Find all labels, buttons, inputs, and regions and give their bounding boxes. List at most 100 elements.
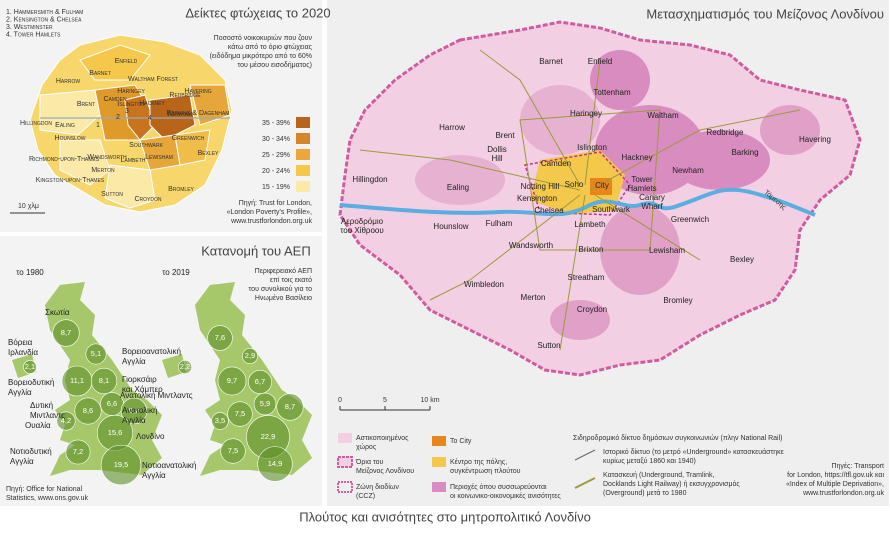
place-label: Southwark — [592, 205, 631, 214]
legend-label: Κέντρο της πόλης, — [450, 458, 507, 466]
london-map — [760, 105, 820, 155]
legend-label: οι κοινωνικο-οικονομικές ανισότητες — [450, 492, 561, 500]
legend-title: Ποσοστό νοικοκυριών που ζουν — [214, 34, 313, 42]
scale-label: 10 χλμ — [18, 203, 39, 210]
gdp-bubble — [23, 360, 37, 374]
place-label: Croydon — [577, 305, 607, 314]
london-map — [339, 187, 816, 217]
poverty-map — [10, 34, 233, 214]
key-item: 2. Kensington & Chelsea — [6, 16, 82, 23]
gdp-bubble — [217, 366, 247, 396]
place-label: Camden — [541, 159, 571, 168]
legend-label: Ιστορικό δίκτυο (το μετρό «Underground» … — [603, 448, 784, 456]
place-label: Newham — [672, 166, 704, 175]
gdp-bubble — [65, 439, 91, 465]
legend-label: συγκέντρωση πλούτου — [450, 467, 521, 475]
london-map — [590, 50, 650, 110]
region-label: Βορειοδυτική — [8, 378, 54, 387]
legend-label: Αστικοποιημένος — [356, 434, 409, 442]
borough-number: 4 — [148, 115, 152, 122]
source: «Index of Multiple Deprivation», — [786, 481, 884, 488]
london-map — [590, 178, 612, 195]
place-label: Brent — [495, 131, 515, 140]
poverty-map — [39, 89, 101, 136]
borough-number: 3 — [125, 108, 129, 115]
borough-label: Hillingdon — [20, 120, 52, 127]
shape — [519, 109, 661, 251]
region-label: Ιρλανδία — [8, 348, 38, 357]
legend-label: Μείζονος Λονδίνου — [356, 467, 414, 475]
scale-label: 5 — [383, 397, 387, 404]
shape — [559, 194, 586, 351]
borough-label: Bexley — [198, 150, 219, 157]
borough-label: Lewisham — [145, 154, 173, 161]
legend-swatches — [337, 481, 353, 493]
place-label: Streatham — [568, 273, 605, 282]
borough-label: Islington — [117, 101, 145, 108]
gdp-value: 8,2 — [129, 406, 139, 415]
gdp-value: 2,9 — [245, 351, 255, 360]
legend-swatches — [432, 482, 446, 492]
borough-label: Hounslow — [55, 135, 86, 142]
map-title: Μετασχηματισμός του Μείζονος Λονδίνου — [646, 6, 884, 21]
borough-number: 1 — [96, 122, 100, 129]
shape — [589, 109, 801, 191]
region-label: και Χάμπερ — [122, 385, 163, 394]
panel-title: Δείκτες φτώχειας το 2020 — [185, 5, 330, 20]
legend-label: χώρος — [356, 443, 377, 451]
gdp-bubble — [220, 438, 246, 464]
poverty-map — [174, 129, 211, 166]
region-label: Νοτιοδυτική — [10, 447, 52, 456]
legend-label: 15 - 19% — [262, 184, 290, 191]
source: Πηγή: Trust for London, — [239, 200, 312, 207]
gdp-value: 6,6 — [107, 399, 117, 408]
gdp-bubble — [90, 367, 118, 395]
place-label: Soho — [565, 180, 584, 189]
shape — [359, 49, 801, 351]
legend-title: Ηνωμένο Βασίλειο — [255, 294, 312, 302]
poverty-map — [189, 84, 231, 126]
place-label: Tottenham — [593, 88, 631, 97]
legend-label: Ζώνη διοδίων — [356, 483, 399, 491]
gdp-bubble — [207, 325, 233, 351]
poverty-map — [79, 44, 151, 81]
london-map — [524, 151, 631, 216]
region-label: Βορειοανατολική — [122, 347, 181, 356]
shape — [584, 59, 601, 186]
place-label: Canary — [639, 193, 665, 202]
borough-label: Southwark — [129, 142, 163, 149]
scale-label: 0 — [338, 397, 342, 404]
shape — [479, 49, 581, 186]
borough-label: Barking & Dagenham — [167, 110, 230, 117]
gdp-value: 11,1 — [70, 376, 84, 385]
place-label: Ealing — [447, 183, 469, 192]
place-label: Wharf — [641, 202, 663, 211]
place-label: Islington — [577, 143, 607, 152]
place-label: Αεροδρόμιο — [341, 217, 384, 226]
gdp-value: 5,9 — [260, 399, 270, 408]
borough-label: Brent — [77, 101, 95, 108]
key-item: 1. Hammersmith & Fulham — [6, 9, 83, 16]
shape — [429, 194, 581, 301]
borough-label: Merton — [91, 167, 115, 174]
legend-swatch — [296, 149, 310, 160]
gdp-bubble — [74, 397, 102, 425]
place-label: Hamlets — [627, 184, 656, 193]
region-label: Γιορκσάιρ — [122, 375, 157, 384]
gdp-value: 8,7 — [285, 402, 295, 411]
borough-label: Kingston-upon-Thames — [36, 177, 105, 184]
legend-swatches — [337, 433, 596, 493]
region-label: Ανατολική Μιντλαντς — [120, 391, 193, 400]
gdp-bubble — [257, 446, 293, 482]
legend-swatch — [296, 181, 310, 192]
region-label: Ουαλία — [25, 421, 51, 430]
source: Πηγές: Transport — [831, 462, 884, 470]
legend-swatch — [296, 165, 310, 176]
scale-label: 10 km — [420, 397, 439, 404]
borough-label: Enfield — [115, 58, 138, 65]
source: «London Poverty's Profile», — [227, 209, 312, 216]
place-label: Brixton — [579, 245, 604, 254]
place-label: Waltham — [647, 111, 679, 120]
borough-label: Waltham Forest — [128, 76, 178, 83]
gdp-bubble — [178, 360, 192, 374]
